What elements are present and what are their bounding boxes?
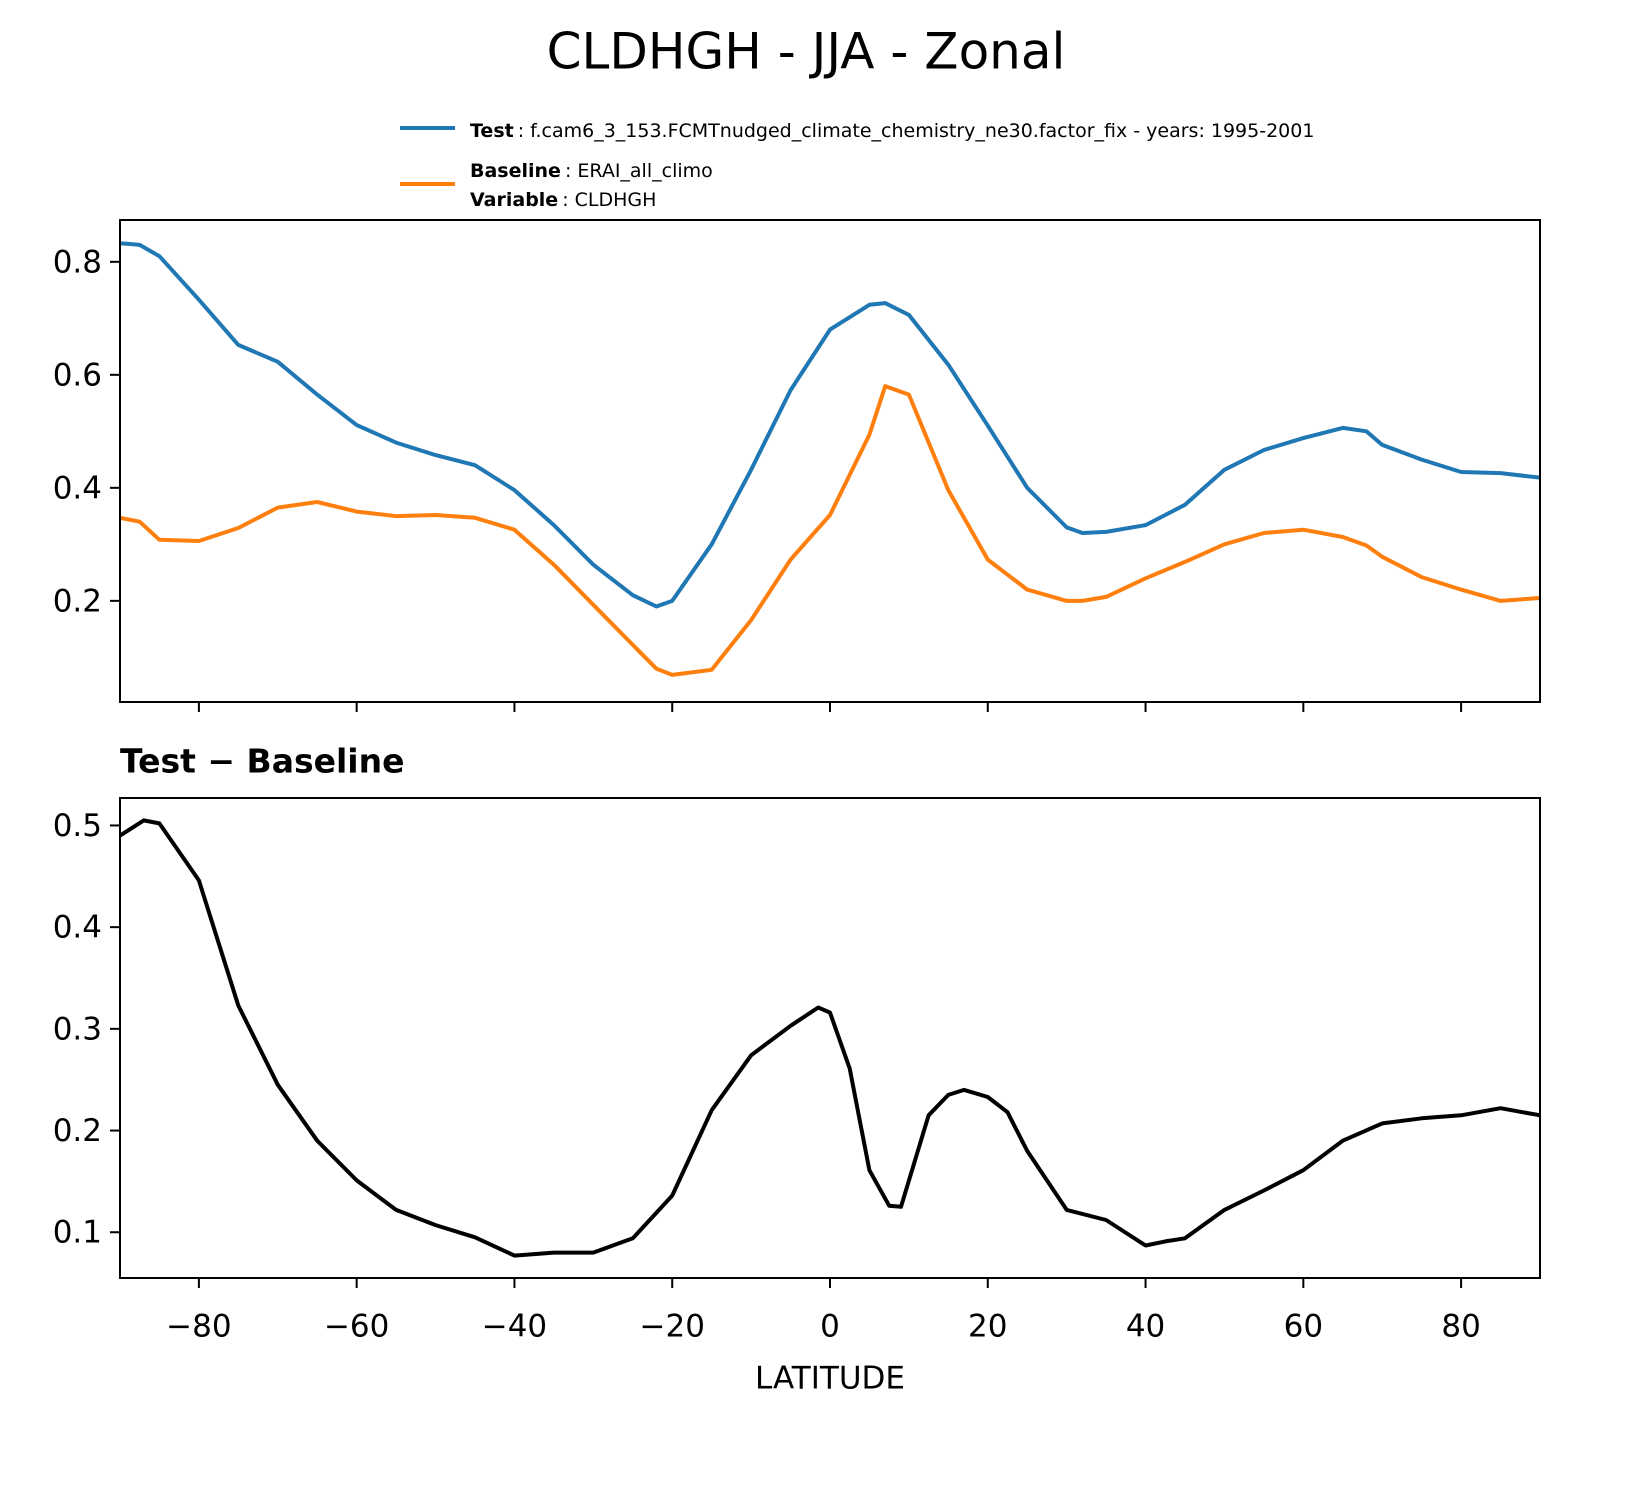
legend-name: Variable [470, 189, 558, 211]
y-tick-label: 0.4 [53, 910, 102, 946]
x-tick-label: −40 [482, 1309, 547, 1345]
y-tick-label: 0.5 [53, 808, 102, 844]
figure-title: CLDHGH - JJA - Zonal [547, 23, 1066, 81]
y-tick-label: 0.1 [53, 1215, 102, 1251]
series-line [120, 818, 1540, 1258]
axes-frame [119, 219, 1541, 703]
legend-text: : CLDHGH [562, 189, 656, 211]
x-tick-label: 20 [968, 1309, 1007, 1345]
legend-text: : ERAI_all_climo [565, 160, 713, 182]
y-tick-label: 0.4 [53, 470, 102, 506]
legend-text: : f.cam6_3_153.FCMTnudged_climate_chemis… [518, 120, 1315, 142]
x-tick-label: 60 [1284, 1309, 1323, 1345]
x-tick-label: 0 [820, 1309, 840, 1345]
legend-name: Test [470, 120, 514, 142]
series-line [120, 241, 1540, 609]
axes-frame [119, 797, 1541, 1279]
legend-entry: Baseline: ERAI_all_climo [470, 160, 713, 182]
legend-name: Baseline [470, 160, 561, 182]
y-tick-label: 0.2 [53, 1113, 102, 1149]
axes-title: Test − Baseline [120, 742, 405, 781]
x-tick-label: −20 [640, 1309, 705, 1345]
y-tick-label: 0.3 [53, 1011, 102, 1047]
x-tick-label: −60 [324, 1309, 389, 1345]
y-tick-label: 0.8 [53, 244, 102, 280]
legend-entry: Variable: CLDHGH [470, 189, 656, 211]
series-line [120, 384, 1540, 677]
y-tick-label: 0.6 [53, 357, 102, 393]
x-tick-label: 80 [1441, 1309, 1480, 1345]
y-tick-label: 0.2 [53, 583, 102, 619]
x-tick-label: −80 [166, 1309, 231, 1345]
legend-entry: Test: f.cam6_3_153.FCMTnudged_climate_ch… [470, 120, 1314, 142]
x-tick-label: 40 [1126, 1309, 1165, 1345]
x-axis-label: LATITUDE [755, 1361, 905, 1397]
